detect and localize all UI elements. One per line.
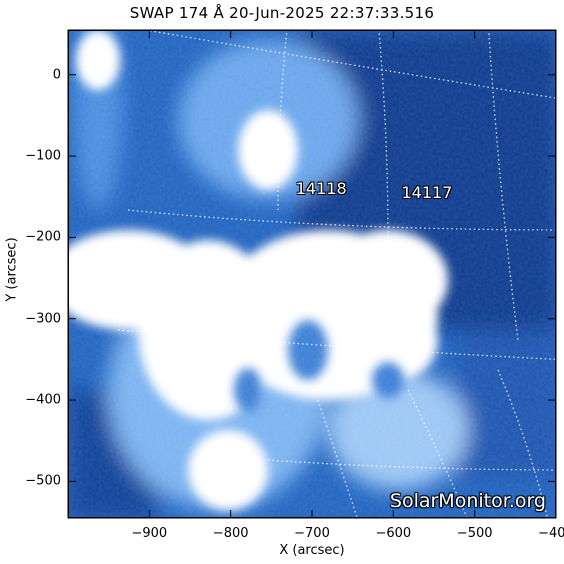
credit-watermark: SolarMonitor.org	[389, 490, 546, 512]
y-tick-label: −300	[25, 311, 61, 327]
y-tick-label: −200	[25, 229, 61, 245]
x-tick-label: −500	[456, 526, 493, 541]
heliographic-grid	[117, 30, 556, 518]
y-axis-label: Y (arcsec)	[4, 237, 20, 302]
y-tick-label: 0	[52, 67, 61, 83]
region-label: 14118	[295, 178, 347, 198]
x-tick-label: −700	[294, 526, 330, 541]
image-title: SWAP 174 Å 20-Jun-2025 22:37:33.516	[129, 4, 435, 22]
x-tick-label: −900	[131, 526, 168, 541]
solar-image-canvas	[68, 30, 556, 518]
x-tick-label: −600	[375, 526, 412, 541]
solar-image: 14118 14117 SolarMonitor.org	[68, 30, 556, 518]
y-tick-label: −500	[25, 473, 61, 489]
region-label: 14117	[401, 182, 453, 202]
y-tick-label: −400	[25, 392, 61, 408]
x-tick-label: −800	[212, 526, 249, 541]
x-tick-label: −400	[538, 526, 564, 541]
x-axis-label: X (arcsec)	[279, 543, 345, 558]
y-tick-label: −100	[25, 148, 61, 164]
